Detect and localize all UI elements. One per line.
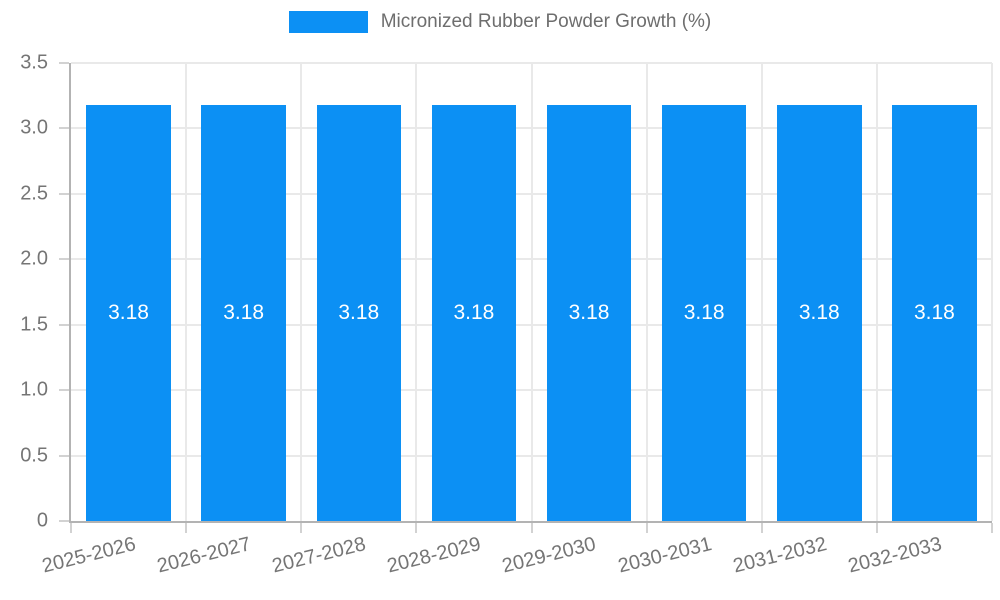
x-tick-label: 2026-2027 bbox=[154, 533, 254, 578]
bar-value-label: 3.18 bbox=[568, 300, 610, 324]
chart-legend-item[interactable]: Micronized Rubber Powder Growth (%) bbox=[0, 11, 1000, 33]
y-tick-label: 3.0 bbox=[20, 116, 48, 139]
x-tick-mark bbox=[645, 523, 648, 533]
gridline-vertical bbox=[415, 63, 418, 521]
gridline-vertical bbox=[760, 63, 763, 521]
bar-cell: 3.18 bbox=[532, 63, 647, 521]
x-tick-label: 2028-2029 bbox=[385, 533, 484, 578]
bar[interactable]: 3.18 bbox=[316, 104, 402, 521]
y-tick-mark bbox=[59, 323, 69, 326]
gridline-vertical bbox=[645, 63, 648, 521]
x-axis-labels: 2025-2026 2026-2027 2027-2028 2028-2029 2029… bbox=[40, 523, 990, 600]
x-tick-mark bbox=[415, 523, 418, 533]
x-tick-mark bbox=[760, 523, 763, 533]
bars-layer: 3.18 3.18 3.18 3.18 3.18 3.18 3.18 3.18 bbox=[71, 63, 992, 521]
gridline-vertical bbox=[875, 63, 878, 521]
y-tick-mark bbox=[59, 520, 69, 522]
y-tick-label: 2.0 bbox=[20, 247, 48, 270]
bar-cell: 3.18 bbox=[877, 63, 992, 521]
bar[interactable]: 3.18 bbox=[661, 104, 747, 521]
bar[interactable]: 3.18 bbox=[777, 104, 862, 521]
bar[interactable]: 3.18 bbox=[86, 104, 171, 521]
y-tick-label: 2.5 bbox=[20, 182, 48, 205]
bar-cell: 3.18 bbox=[762, 63, 877, 521]
x-tick-label: 2027-2028 bbox=[269, 533, 369, 578]
bar-value-label: 3.18 bbox=[453, 300, 495, 324]
y-axis-labels: 0 0.5 1.0 1.5 2.0 2.5 3.0 3.5 bbox=[0, 52, 48, 532]
bar[interactable]: 3.18 bbox=[431, 104, 517, 521]
x-tick-mark bbox=[185, 523, 188, 533]
gridline-vertical bbox=[991, 63, 993, 521]
gridline-vertical bbox=[530, 63, 533, 521]
x-tick-mark bbox=[530, 523, 533, 533]
plot-area: 3.18 3.18 3.18 3.18 3.18 3.18 3.18 3.18 bbox=[59, 62, 993, 533]
y-tick-mark bbox=[59, 62, 69, 64]
y-tick-label: 3.5 bbox=[20, 51, 48, 74]
y-tick-mark bbox=[59, 389, 69, 392]
x-tick-label: 2030-2031 bbox=[615, 533, 714, 578]
bar-value-label: 3.18 bbox=[108, 300, 149, 324]
y-tick-label: 1.0 bbox=[20, 378, 48, 401]
y-tick-label: 1.5 bbox=[20, 313, 48, 336]
y-tick-label: 0 bbox=[36, 509, 48, 532]
bar-value-label: 3.18 bbox=[913, 300, 955, 324]
x-tick-mark bbox=[70, 523, 72, 533]
x-tick-mark bbox=[875, 523, 878, 533]
x-tick-label: 2031-2032 bbox=[730, 533, 829, 578]
y-tick-mark bbox=[59, 258, 69, 261]
x-tick-label: 2025-2026 bbox=[39, 533, 138, 578]
gridline-vertical bbox=[300, 63, 303, 521]
legend-swatch bbox=[288, 11, 368, 33]
bar[interactable]: 3.18 bbox=[201, 104, 286, 521]
bar[interactable]: 3.18 bbox=[892, 104, 977, 521]
y-tick-mark bbox=[59, 127, 69, 130]
x-tick-mark bbox=[300, 523, 303, 533]
bar-cell: 3.18 bbox=[71, 63, 186, 521]
bar-value-label: 3.18 bbox=[683, 300, 725, 324]
x-tick-mark bbox=[991, 523, 993, 533]
bar-cell: 3.18 bbox=[647, 63, 762, 521]
legend-label: Micronized Rubber Powder Growth (%) bbox=[380, 11, 712, 32]
bar[interactable]: 3.18 bbox=[546, 104, 632, 521]
bar-value-label: 3.18 bbox=[338, 300, 380, 324]
bar-cell: 3.18 bbox=[416, 63, 531, 521]
x-tick-label: 2029-2030 bbox=[500, 533, 599, 578]
x-tick-label: 2032-2033 bbox=[845, 533, 944, 578]
gridline-vertical bbox=[185, 63, 188, 521]
y-tick-label: 0.5 bbox=[20, 444, 48, 467]
bar-cell: 3.18 bbox=[301, 63, 416, 521]
bar-value-label: 3.18 bbox=[223, 300, 265, 324]
y-tick-mark bbox=[59, 192, 69, 195]
y-tick-mark bbox=[59, 454, 69, 457]
bar-value-label: 3.18 bbox=[798, 300, 840, 324]
bar-cell: 3.18 bbox=[186, 63, 301, 521]
